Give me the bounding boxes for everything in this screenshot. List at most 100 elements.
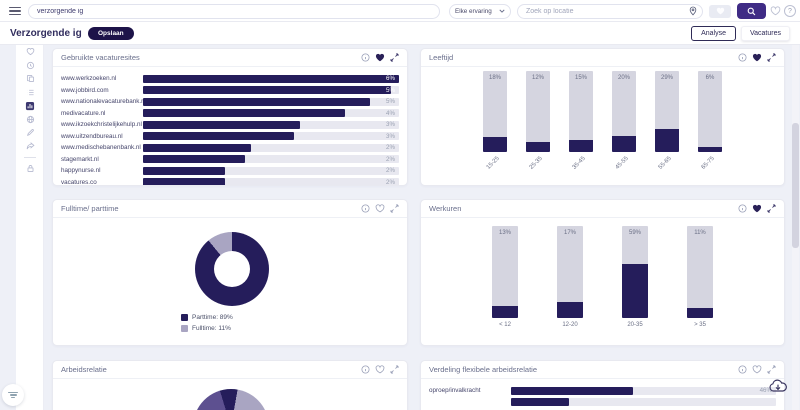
filter-icon[interactable] <box>2 384 24 406</box>
favorite-heart-icon[interactable] <box>375 204 385 213</box>
experience-dropdown[interactable]: Elke ervaring <box>449 3 511 19</box>
vbar-track: 6% <box>698 71 722 152</box>
vbar-column: 15% 35-45 <box>569 71 593 171</box>
info-icon[interactable] <box>361 204 370 213</box>
card-header: Leeftijd <box>421 49 784 67</box>
hbar-chart: www.werkzoeken.nl 6% www.jobbird.com 5% www.… <box>53 67 407 186</box>
hbar-row: oproep/invalkracht 46% <box>429 385 776 397</box>
card-header-icons <box>361 53 399 62</box>
hbar-row: www.werkzoeken.nl 6% <box>61 73 399 85</box>
hbar-value-label: 2% <box>386 144 395 152</box>
hbar-category-label: happynurse.nl <box>61 167 101 175</box>
hbar-track <box>511 398 776 407</box>
vbar-fill <box>569 139 593 152</box>
hbar-track: 4% <box>143 109 399 118</box>
vbar-column: 17% 12-20 <box>557 226 583 328</box>
analyse-button[interactable]: Analyse <box>691 26 736 41</box>
location-search-input[interactable] <box>517 3 703 19</box>
card-header-icons <box>738 53 776 62</box>
vacatures-button[interactable]: Vacatures <box>741 26 790 41</box>
help-button[interactable]: ? <box>784 5 796 17</box>
hbar-value-label: 3% <box>386 132 395 140</box>
favorite-heart-icon[interactable] <box>375 365 385 374</box>
card-leeftijd: Leeftijd 18% 15-25 12% 25-35 15% 35-45 20% 45-55… <box>420 48 785 186</box>
location-pin-icon[interactable] <box>688 6 698 16</box>
sidebar-item-share-icon[interactable] <box>16 140 44 154</box>
card-header-icons <box>738 204 776 213</box>
info-icon[interactable] <box>361 53 370 62</box>
sidebar-item-heart-icon[interactable] <box>16 45 44 59</box>
job-search-input[interactable] <box>28 3 440 19</box>
vbar-category-label: 55-65 <box>658 155 674 171</box>
cloud-download-icon[interactable] <box>768 377 788 395</box>
toolbar: Verzorgende ig Opslaan Analyse Vacatures <box>0 22 800 45</box>
vbar-fill <box>612 135 636 152</box>
favorite-heart-icon[interactable] <box>375 53 385 62</box>
expand-icon[interactable] <box>767 204 776 213</box>
card-header-icons <box>361 204 399 213</box>
favorites-heart-icon[interactable] <box>770 6 781 16</box>
card-verdeling-flexibele-arbeidsrelatie: Verdeling flexibele arbeidsrelatie oproep… <box>420 360 785 410</box>
donut-chart <box>195 232 269 306</box>
sidebar-item-clock-icon[interactable] <box>16 59 44 73</box>
sidebar-item-list-icon[interactable] <box>16 86 44 100</box>
sidebar-item-chart-icon[interactable] <box>16 99 44 113</box>
expand-icon[interactable] <box>390 365 399 374</box>
scrollbar-thumb[interactable] <box>792 123 799 248</box>
expand-icon[interactable] <box>390 53 399 62</box>
vbar-value-label: 29% <box>660 75 673 81</box>
hbar-track: 2% <box>143 155 399 164</box>
hbar-value-label: 2% <box>386 178 395 186</box>
hbar-row: medivacature.nl 4% <box>61 108 399 120</box>
legend-swatch <box>181 314 188 321</box>
vbar-fill <box>698 147 722 152</box>
info-icon[interactable] <box>738 53 747 62</box>
vbar-value-label: 12% <box>531 75 544 81</box>
card-werkuren: Werkuren 13% < 12 17% 12-20 59% 20-35 11% > 35 <box>420 199 785 346</box>
legend-label: Fulltime: 11% <box>192 325 231 332</box>
hbar-category-label: www.werkzoeken.nl <box>61 75 117 83</box>
vbar-value-label: 6% <box>705 75 715 81</box>
search-button[interactable] <box>737 3 766 19</box>
expand-icon[interactable] <box>390 204 399 213</box>
vbar-fill <box>483 137 507 152</box>
sidebar-item-globe-icon[interactable] <box>16 113 44 127</box>
hbar-track: 46% <box>511 386 776 395</box>
vbar-value-label: 59% <box>628 230 641 236</box>
hbar-category-label: www.ikzoekchristelijkehulp.nl <box>61 121 142 129</box>
favorite-heart-icon[interactable] <box>752 204 762 213</box>
vbar-category-label: 65-75 <box>701 155 717 171</box>
favorite-heart-icon[interactable] <box>752 53 762 62</box>
sidebar-divider <box>23 157 36 158</box>
card-header: Verdeling flexibele arbeidsrelatie <box>421 361 784 379</box>
hbar-value-label: 46% <box>759 387 772 395</box>
hbar-value-label: 2% <box>386 167 395 175</box>
vbar-column: 20% 45-55 <box>612 71 636 171</box>
favorite-heart-icon[interactable] <box>752 365 762 374</box>
hbar-track: 6% <box>143 74 399 83</box>
expand-icon[interactable] <box>767 365 776 374</box>
hbar-fill <box>143 120 301 129</box>
vbar-track: 15% <box>569 71 593 152</box>
hbar-row: stagemarkt.nl 2% <box>61 154 399 166</box>
card-gebruikte-vacaturesites: Gebruikte vacaturesites www.werkzoeken.nl… <box>52 48 408 186</box>
card-title: Werkuren <box>429 204 462 213</box>
info-icon[interactable] <box>738 204 747 213</box>
saved-search-heart-button[interactable] <box>709 4 731 18</box>
chevron-down-icon <box>499 9 505 13</box>
sidebar-item-copy-icon[interactable] <box>16 72 44 86</box>
card-title: Gebruikte vacaturesites <box>61 53 140 62</box>
hbar-row <box>429 397 776 409</box>
expand-icon[interactable] <box>767 53 776 62</box>
sidebar-item-lock-icon[interactable] <box>16 162 44 176</box>
legend-label: Parttime: 89% <box>192 314 233 321</box>
sidebar-item-pen-icon[interactable] <box>16 126 44 140</box>
info-icon[interactable] <box>361 365 370 374</box>
hamburger-menu-icon[interactable] <box>9 7 21 16</box>
info-icon[interactable] <box>738 365 747 374</box>
save-button[interactable]: Opslaan <box>88 27 134 40</box>
vbar-value-label: 11% <box>694 230 706 236</box>
vbar-column: 11% > 35 <box>687 226 713 328</box>
hbar-track: 2% <box>143 143 399 152</box>
vbar-track: 17% <box>557 226 583 318</box>
